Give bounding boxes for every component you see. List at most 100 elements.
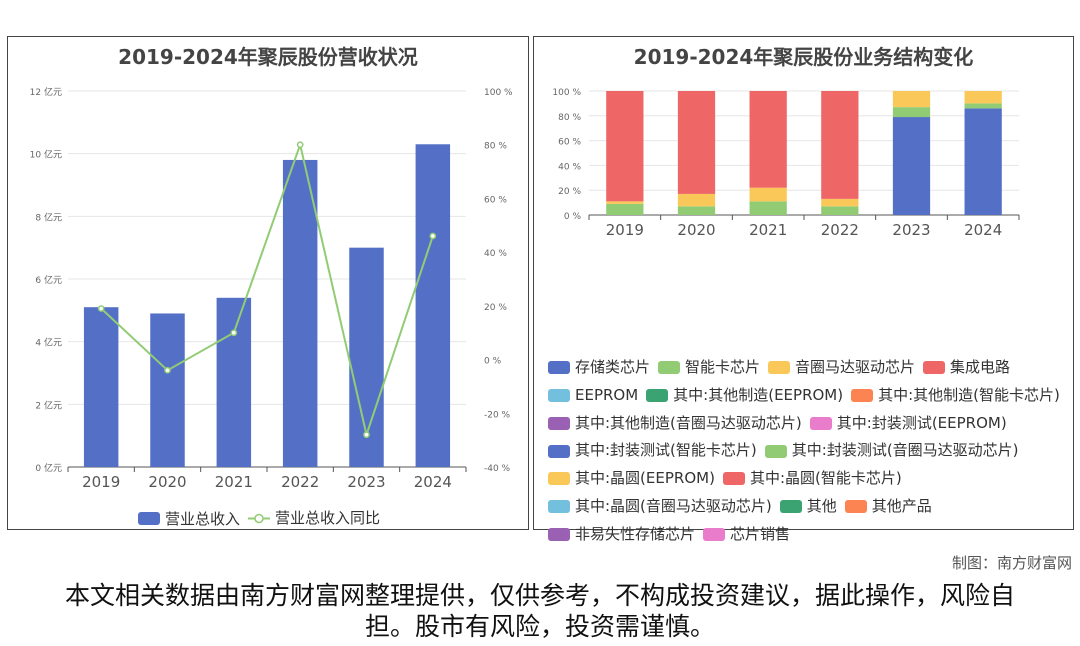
revenue-chart-legend: 营业总收入 营业总收入同比 [138,507,388,529]
revenue-chart-title: 2019-2024年聚辰股份营收状况 [118,45,418,69]
legend-line-swatch [248,511,271,524]
legend-item[interactable]: 芯片销售 [703,522,790,548]
legend-label: 营业总收入同比 [275,509,381,527]
x-axis-tick-label: 2023 [347,473,385,491]
chart-credit: 制图：南方财富网 [951,554,1072,572]
stacked-bar-segment [964,103,1002,109]
legend-item[interactable]: 其中:其他制造(智能卡芯片) [851,383,1060,409]
right-axis-tick-label: -40 % [484,464,511,474]
left-axis-tick-label: 8 亿元 [35,211,62,223]
legend-item[interactable]: 其中:封装测试(音圈马达驱动芯片) [764,438,1019,464]
yoy-growth-line [100,141,434,439]
left-axis-tick-label: 12 亿元 [30,86,62,98]
yoy-growth-point [429,232,437,240]
yoy-growth-point [363,431,370,439]
structure-chart-title: 2019-2024年聚辰股份业务结构变化 [633,45,974,69]
x-axis-tick-label: 2020 [677,221,715,239]
legend-item[interactable]: 其中:封装测试(EEPROM) [809,411,1007,437]
stacked-bar-segment [892,117,931,215]
legend-item[interactable]: 其中:其他制造(音圈马达驱动芯片) [548,411,802,437]
legend-item[interactable]: 音圈马达驱动芯片 [768,355,915,381]
legend-item[interactable]: 其中:晶圆(音圈马达驱动芯片) [548,494,772,520]
right-axis-tick-label: 60 % [484,195,507,205]
legend-swatch [703,527,726,541]
y-axis-tick-label: 20 % [558,187,581,197]
legend-swatch [844,500,867,513]
legend-swatch [923,361,946,375]
legend-label: 其中:晶圆(音圈马达驱动芯片) [575,496,772,515]
legend-label: EEPROM [575,385,639,404]
yoy-growth-point [296,141,304,149]
x-axis-tick-label: 2023 [892,221,930,239]
legend-swatch [779,500,802,513]
legend-swatch [851,389,874,402]
stacked-bar-segment [964,91,1002,104]
right-axis-tick-label: 40 % [484,249,507,259]
legend-item[interactable]: 智能卡芯片 [658,355,760,381]
left-axis-tick-label: 2 亿元 [35,399,62,411]
x-axis-tick-label: 2024 [964,221,1002,239]
legend-swatch [548,527,570,541]
legend-item[interactable]: 其中:其他制造(EEPROM) [646,383,843,409]
legend-item[interactable]: 营业总收入 [138,508,240,529]
legend-swatch [768,361,791,375]
left-axis-tick-label: 10 亿元 [30,149,62,161]
legend-swatch [658,361,681,375]
stacked-bar-segment [677,193,716,207]
legend-swatch [722,472,745,486]
right-axis-tick-label: -20 % [484,410,511,420]
stacked-bar-segment [606,201,644,204]
x-axis-tick-label: 2021 [749,221,787,239]
legend-label: 其中:封装测试(EEPROM) [836,413,1007,432]
yoy-growth-point [230,329,238,337]
stacked-bar-segment [606,91,644,202]
stacked-bar-segment [606,203,644,215]
x-axis-tick-label: 2024 [414,473,452,491]
legend-swatch [548,472,570,486]
legend-label: 其中:其他制造(音圈马达驱动芯片) [575,413,802,432]
yoy-growth-point [164,366,171,374]
legend-item[interactable]: 其中:晶圆(智能卡芯片) [722,466,902,492]
structure-chart-legend: 存储类芯片 智能卡芯片 音圈马达驱动芯片 集成电路 EEPROM 其中:其他制造(EEPR… [548,355,1073,549]
stacked-bar-segment [821,91,859,199]
left-axis-tick-label: 6 亿元 [35,274,62,286]
legend-item[interactable]: 其中:晶圆(EEPROM) [548,466,715,492]
legend-item[interactable]: 集成电路 [923,355,1010,381]
disclaimer-text: 本文相关数据由南方财富网整理提供，仅供参考，不构成投资建议，据此操作，风险自担。… [64,581,1015,641]
x-axis-tick-label: 2019 [606,221,644,239]
legend-swatch [548,416,570,430]
left-axis-tick-label: 0 亿元 [35,462,62,474]
revenue-chart-svg: 0 亿元 2 亿元 4 亿元 6 亿元 8 亿元 10 亿元 12 亿元 -40 % -20 %… [30,86,513,491]
structure-chart-svg: 0 % 20 % 40 % 60 % 80 % 100 % 2019 2020 2021 2022… [552,88,1020,239]
yoy-growth-point [97,305,105,312]
legend-label: 智能卡芯片 [685,358,761,376]
legend-label: 其中:封装测试(智能卡芯片) [575,441,757,460]
legend-label: 芯片销售 [730,524,791,543]
legend-label: 其中:晶圆(智能卡芯片) [749,469,902,487]
stacked-bar-segment [749,91,787,188]
stacked-bar-segment [892,91,931,108]
y-axis-tick-label: 80 % [558,113,581,123]
legend-label: 其他 [806,496,837,515]
revenue-bar [282,159,318,467]
legend-swatch [548,500,570,513]
legend-item[interactable]: 营业总收入同比 [248,507,380,528]
right-axis-tick-label: 100 % [484,88,513,98]
x-axis-tick-label: 2022 [821,221,859,239]
x-axis-tick-label: 2021 [215,473,253,491]
legend-label: 存储类芯片 [575,358,651,376]
legend-swatch [548,361,570,375]
stacked-bar-segment [749,201,787,215]
x-axis-tick-label: 2022 [281,473,319,491]
legend-item[interactable]: 其他产品 [844,494,932,520]
y-axis-tick-label: 60 % [558,138,581,148]
legend-item[interactable]: 存储类芯片 [548,355,650,381]
legend-label: 其中:封装测试(音圈马达驱动芯片) [791,441,1019,460]
legend-item[interactable]: 非易失性存储芯片 [548,522,695,548]
legend-item[interactable]: EEPROM [548,383,638,409]
revenue-bar [415,144,451,467]
stacked-bar-segment [677,206,716,215]
legend-item[interactable]: 其中:封装测试(智能卡芯片) [548,438,757,464]
legend-item[interactable]: 其他 [779,494,837,520]
legend-label: 其他产品 [871,496,932,515]
